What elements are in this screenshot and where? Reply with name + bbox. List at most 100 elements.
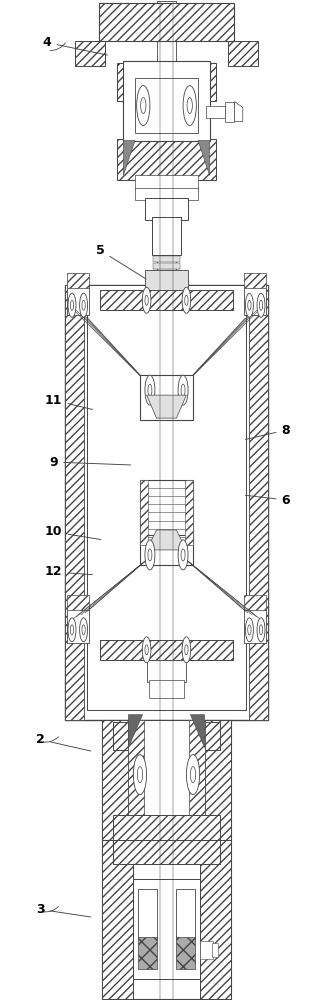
Bar [200,840,231,999]
Bar [67,607,89,643]
Bar [140,375,193,420]
Circle shape [142,637,151,663]
Circle shape [137,86,150,126]
Circle shape [145,375,155,405]
Bar [149,680,184,698]
Bar [153,277,180,283]
Bar [102,840,133,999]
Polygon shape [147,395,186,418]
Bar [206,106,224,118]
Circle shape [148,384,152,396]
Bar [176,889,195,939]
Bar [75,41,105,66]
Bar [212,943,218,957]
Bar [100,640,233,660]
Bar [147,660,186,682]
Bar [124,76,142,140]
Circle shape [68,618,76,642]
Bar [228,41,258,66]
Circle shape [245,618,253,642]
Circle shape [257,293,265,317]
Bar [67,595,89,610]
Circle shape [248,300,251,310]
Circle shape [178,375,188,405]
Bar [102,840,231,999]
Text: 9: 9 [49,456,131,469]
Circle shape [145,295,148,305]
Bar [244,273,266,288]
Bar [153,263,180,269]
Circle shape [187,98,192,114]
Bar [117,139,216,180]
Circle shape [190,767,196,783]
Circle shape [181,549,185,561]
Text: 11: 11 [45,394,93,409]
Bar [153,298,180,304]
Bar [128,720,144,820]
Bar [102,720,128,840]
Text: 6: 6 [245,493,290,506]
Circle shape [245,293,253,317]
Bar [189,720,205,820]
Bar [176,937,195,969]
Circle shape [248,625,251,635]
Circle shape [141,98,146,114]
Polygon shape [124,140,135,175]
Bar [138,937,157,969]
Polygon shape [147,530,186,550]
Text: 4: 4 [43,36,108,55]
Bar [200,941,213,959]
Bar [152,285,181,300]
Circle shape [183,86,196,126]
Polygon shape [128,715,143,748]
Bar [152,217,181,255]
Bar [114,722,219,750]
Polygon shape [234,102,243,122]
Bar [205,720,231,840]
Circle shape [185,295,188,305]
Bar [191,76,209,140]
Bar [87,285,246,710]
Bar [244,595,266,610]
Text: 2: 2 [36,733,91,751]
Circle shape [68,293,76,317]
Circle shape [259,625,263,635]
Circle shape [259,300,263,310]
Circle shape [82,625,85,635]
Circle shape [70,300,74,310]
Bar [124,61,209,140]
Circle shape [80,618,88,642]
Bar [67,273,89,288]
Bar [114,815,219,840]
Bar [244,607,266,643]
Bar [145,270,188,290]
Circle shape [145,540,155,570]
Circle shape [80,293,88,317]
Bar [158,1,175,999]
Circle shape [82,300,85,310]
Bar [224,102,234,122]
Polygon shape [190,715,205,748]
Bar [65,285,84,720]
Bar [65,285,268,720]
Text: 8: 8 [245,424,290,439]
Bar [102,720,231,840]
Text: 10: 10 [45,525,101,540]
Circle shape [185,645,188,655]
Circle shape [178,540,188,570]
Polygon shape [198,140,209,175]
Circle shape [142,287,151,313]
Circle shape [182,637,191,663]
Bar [100,290,233,310]
Text: 5: 5 [96,244,146,279]
Bar [67,285,89,315]
Bar [153,270,180,276]
Bar [99,3,234,41]
Bar [145,198,188,220]
Bar [150,275,183,285]
Circle shape [137,767,143,783]
Circle shape [186,755,200,795]
Text: 12: 12 [45,565,93,578]
Bar [153,256,180,262]
Circle shape [181,384,185,396]
